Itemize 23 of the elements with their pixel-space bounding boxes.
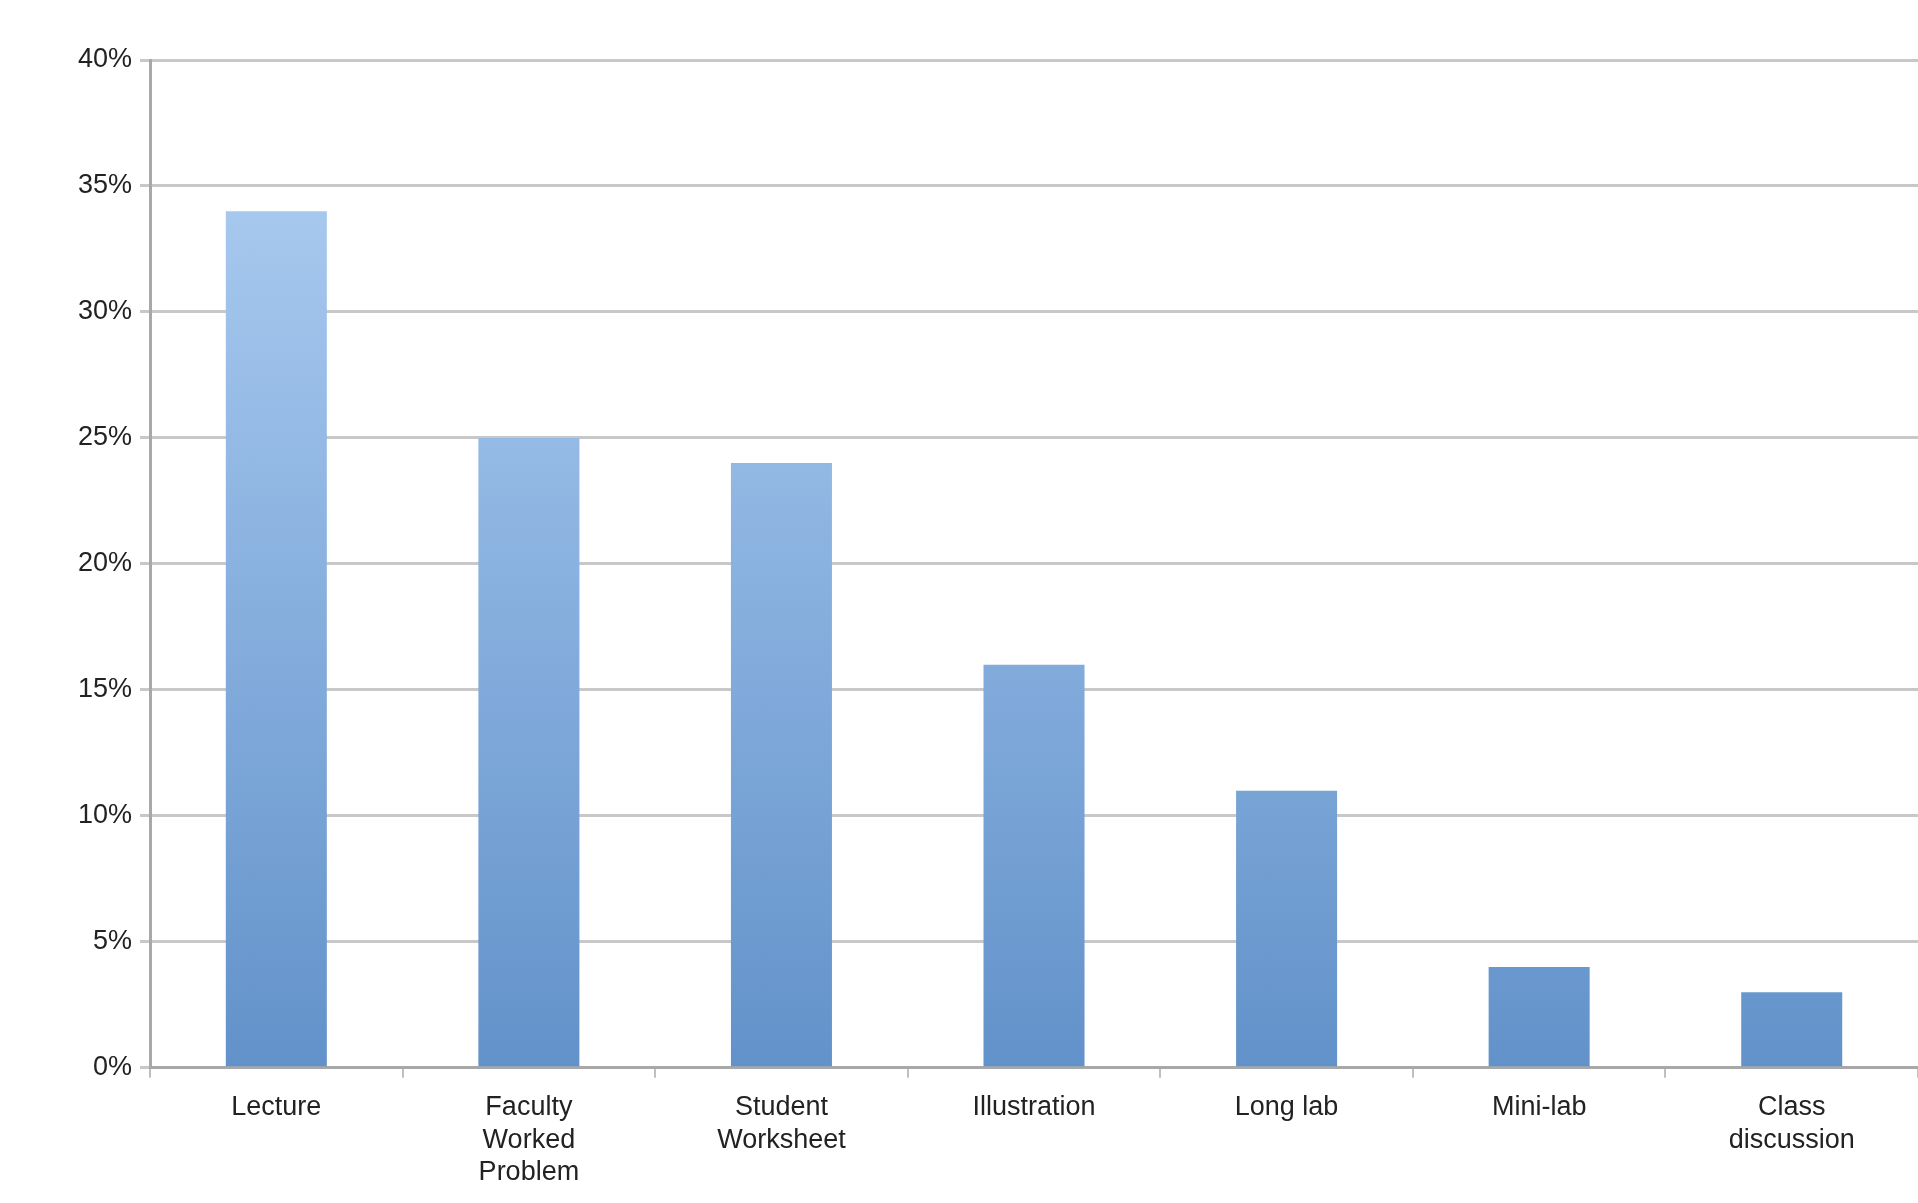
x-tick-label: Illustration [972, 1091, 1096, 1122]
y-tick-label: 0% [93, 1051, 133, 1082]
bar [1236, 790, 1338, 1067]
bar [1741, 992, 1843, 1067]
x-tick-label: Long lab [1234, 1091, 1339, 1122]
y-tick-label: 20% [77, 547, 133, 578]
bar [478, 437, 580, 1067]
x-tick-label: Mini-lab [1491, 1091, 1587, 1122]
x-tick-label: Student Worksheet [717, 1091, 847, 1154]
bar [225, 211, 327, 1067]
y-tick-label: 35% [77, 169, 133, 200]
y-tick-label: 15% [77, 673, 133, 704]
y-tick-label: 25% [77, 421, 133, 452]
y-tick-label: 30% [77, 295, 133, 326]
x-tick-label: Lecture [231, 1091, 322, 1122]
x-tick-label: Class discussion [1728, 1091, 1855, 1154]
y-tick-label: 5% [93, 925, 133, 956]
x-tick-label: Faculty Worked Problem [478, 1091, 580, 1187]
y-tick-label: 40% [77, 43, 133, 74]
y-tick-label: 10% [77, 799, 133, 830]
bar [1488, 967, 1590, 1067]
bar [983, 664, 1085, 1067]
bar [730, 463, 832, 1067]
